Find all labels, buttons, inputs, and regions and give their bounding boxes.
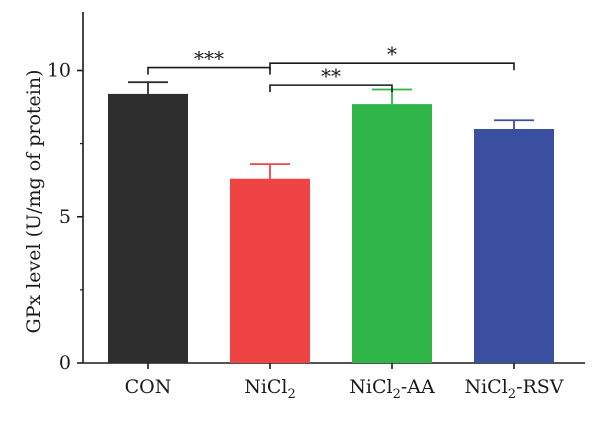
significance-label: * bbox=[387, 42, 397, 66]
significance-bracket bbox=[269, 62, 515, 71]
x-tick-label: NiCl2-AA bbox=[349, 376, 435, 402]
significance-label: *** bbox=[194, 47, 224, 71]
y-tick-label: 10 bbox=[47, 60, 71, 82]
bars-group bbox=[108, 93, 554, 364]
bar-nicl2-rsv bbox=[474, 129, 554, 363]
error-bars-group bbox=[128, 81, 534, 179]
y-axis-title: GPx level (U/mg of protein) bbox=[23, 70, 45, 334]
labels-group: GPx level (U/mg of protein) CON NiCl2 NiCl2… bbox=[23, 70, 564, 402]
x-tick-label: NiCl2 bbox=[244, 376, 296, 402]
y-tick-label: 5 bbox=[59, 206, 71, 228]
significance-group: ****** bbox=[147, 42, 515, 93]
significance-bracket bbox=[269, 84, 393, 93]
y-tick-label: 0 bbox=[59, 352, 71, 374]
significance-bracket bbox=[147, 66, 271, 75]
bar-con bbox=[108, 93, 188, 364]
bar-nicl2 bbox=[230, 178, 310, 363]
bar-nicl2-aa bbox=[352, 104, 432, 363]
significance-label: ** bbox=[321, 64, 341, 88]
x-tick-label: CON bbox=[125, 376, 172, 398]
x-tick-label: NiCl2-RSV bbox=[464, 376, 563, 402]
